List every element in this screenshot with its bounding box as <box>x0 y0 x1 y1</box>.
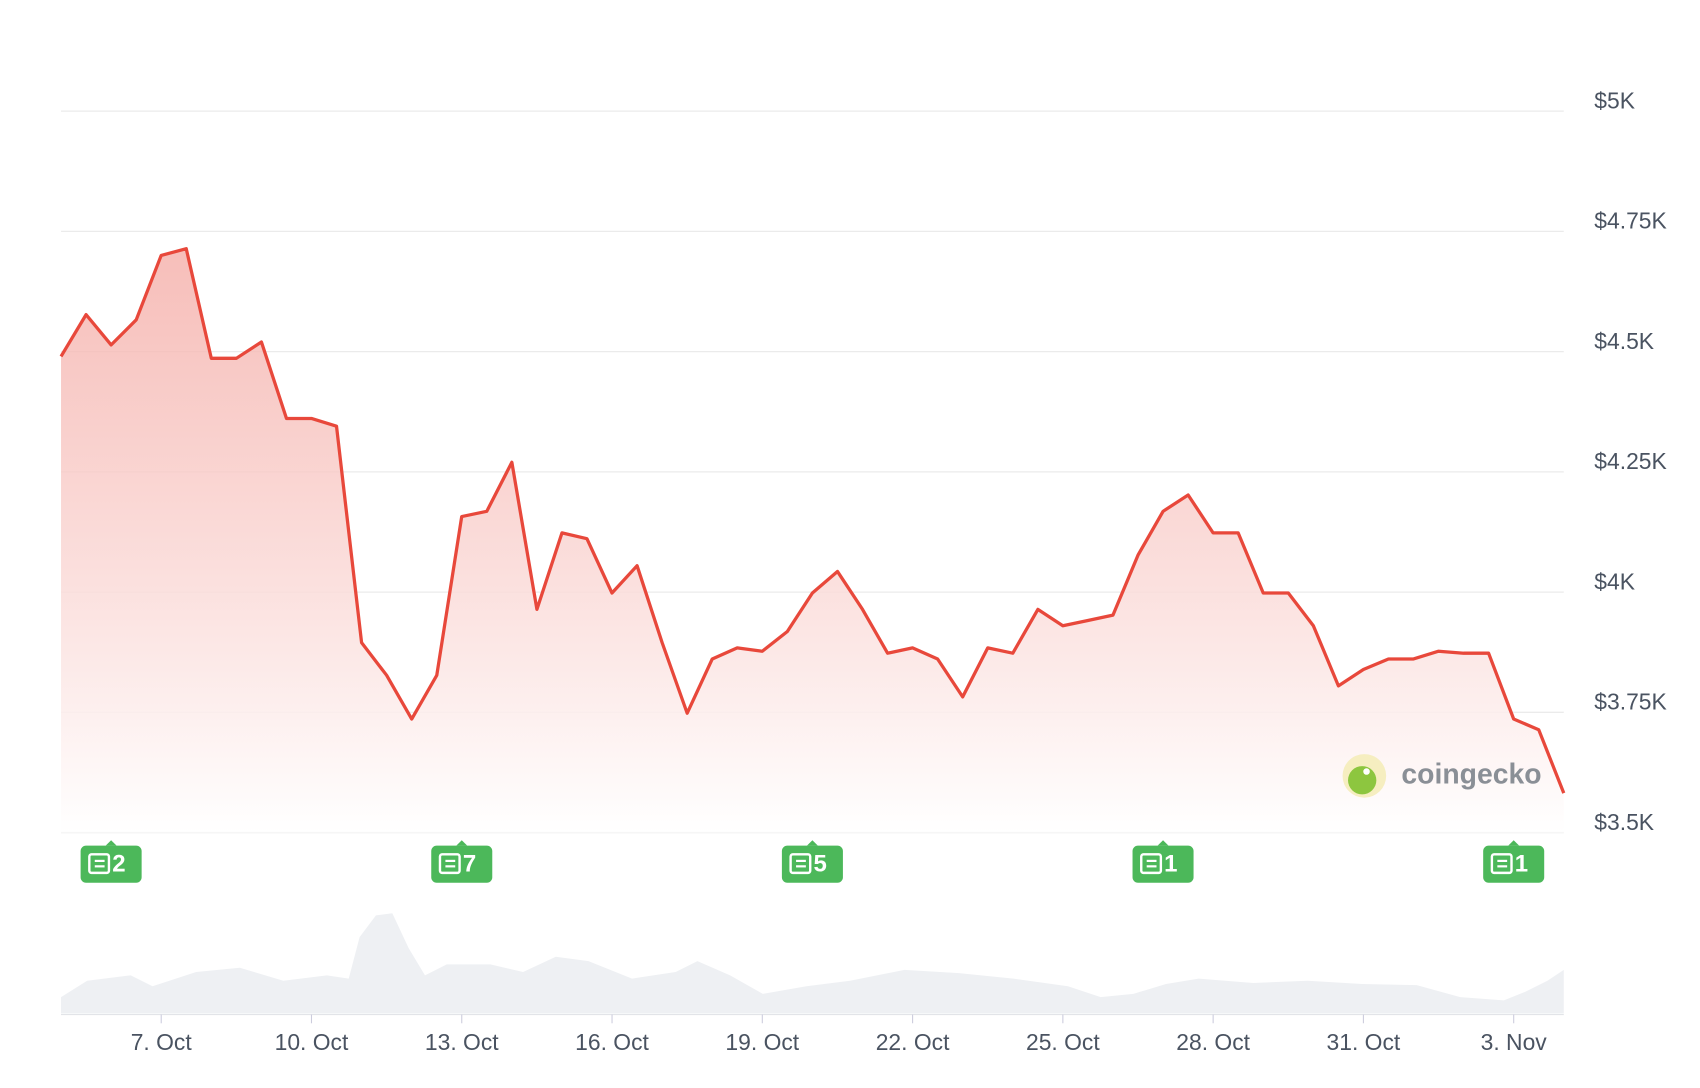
news-icon <box>438 853 461 875</box>
x-tick-label: 28. Oct <box>1176 1029 1250 1055</box>
badge-pointer <box>806 840 818 846</box>
news-icon <box>1490 853 1513 875</box>
y-tick-label: $3.75K <box>1594 689 1667 715</box>
y-tick-label: $4.5K <box>1594 328 1654 354</box>
y-tick-label: $4.75K <box>1594 208 1667 234</box>
news-badge[interactable]: 2 <box>80 840 142 883</box>
news-count: 5 <box>813 851 826 878</box>
y-tick-label: $4K <box>1594 568 1635 594</box>
x-tick-label: 13. Oct <box>425 1029 499 1055</box>
news-count: 1 <box>1515 851 1528 878</box>
x-tick-label: 3. Nov <box>1481 1029 1548 1055</box>
watermark-logo <box>1342 754 1387 798</box>
badge-pointer <box>1157 840 1169 846</box>
watermark: coingecko <box>1401 758 1541 790</box>
x-tick-label: 22. Oct <box>876 1029 950 1055</box>
news-count: 7 <box>463 851 476 878</box>
x-tick-label: 25. Oct <box>1026 1029 1100 1055</box>
badge-pointer <box>456 840 468 846</box>
badge-pointer <box>105 840 117 846</box>
news-count: 1 <box>1164 851 1177 878</box>
x-tick-label: 19. Oct <box>725 1029 799 1055</box>
news-icon <box>789 853 812 875</box>
news-icon <box>1140 853 1163 875</box>
badge-pointer <box>1508 840 1520 846</box>
y-tick-label: $5K <box>1594 87 1635 113</box>
news-count: 2 <box>112 851 125 878</box>
price-line <box>59 247 1566 794</box>
x-tick-label: 31. Oct <box>1327 1029 1401 1055</box>
plot: 2 7 5 1 1 <box>59 247 1566 883</box>
grid: $3.5K $3.75K $4K $4.25K $4.5K $4.75K $5K 7. Oct… <box>61 87 1667 1055</box>
news-badge[interactable]: 1 <box>1132 840 1194 883</box>
x-tick-label: 16. Oct <box>575 1029 649 1055</box>
area-fill <box>61 248 1564 833</box>
news-badge[interactable]: 5 <box>781 840 843 883</box>
y-tick-label: $3.5K <box>1594 809 1654 835</box>
volume-area <box>61 913 1564 1014</box>
y-tick-label: $4.25K <box>1594 448 1667 474</box>
news-badge[interactable]: 7 <box>431 840 493 883</box>
x-tick-label: 10. Oct <box>275 1029 349 1055</box>
news-icon <box>88 853 111 875</box>
x-tick-label: 7. Oct <box>131 1029 193 1055</box>
news-badge[interactable]: 1 <box>1483 840 1545 883</box>
